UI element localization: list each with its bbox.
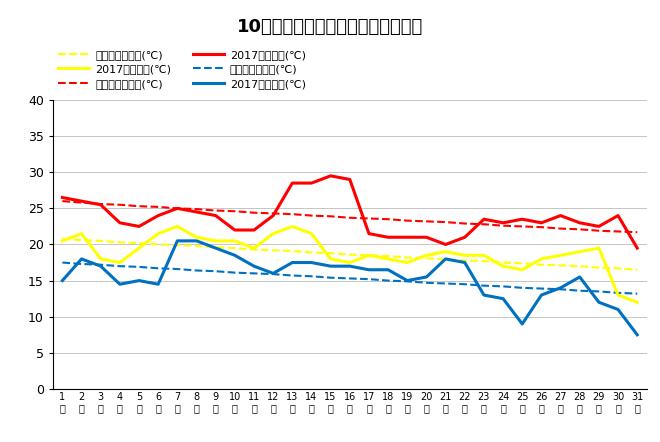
Text: 10月最高・最低・平均気温（日別）: 10月最高・最低・平均気温（日別） xyxy=(237,18,423,36)
Legend: 平均気温平年値(℃), 2017平均気温(℃), 最高気温平年値(℃), 2017最高気温(℃), 最低気温平年値(℃), 2017最低気温(℃): 平均気温平年値(℃), 2017平均気温(℃), 最高気温平年値(℃), 201… xyxy=(58,50,306,89)
